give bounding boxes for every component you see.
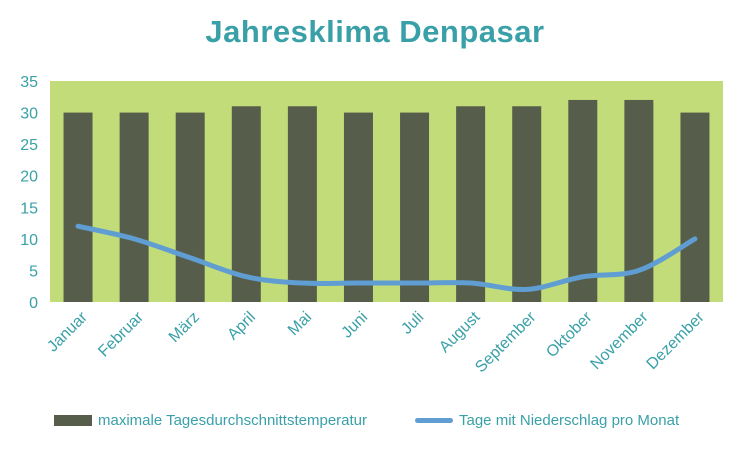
- bar-mai: [287, 106, 317, 302]
- legend-label-bars: maximale Tagesdurchschnittstemperatur: [98, 412, 368, 429]
- x-tick-label: Juni: [339, 309, 372, 342]
- y-axis-ticks: 0 5 10 15 20 25 30 35: [20, 74, 38, 312]
- y-tick-label: 5: [29, 263, 38, 280]
- line-point-märz: [189, 257, 191, 259]
- legend-swatch-line: [415, 418, 453, 423]
- y-tick-label: 20: [20, 169, 38, 186]
- legend-label-line: Tage mit Niederschlag pro Monat: [459, 412, 680, 429]
- bar-august: [456, 106, 486, 302]
- bar-juni: [343, 112, 373, 302]
- x-tick-label: April: [224, 309, 259, 344]
- precipitation-days-line: [75, 223, 698, 292]
- y-tick-label: 15: [20, 200, 38, 217]
- line-point-oktober: [582, 276, 584, 278]
- line-point-august: [470, 282, 472, 284]
- line-point-mai: [301, 282, 303, 284]
- legend-swatch-bar: [54, 415, 92, 426]
- legend-item-line: Tage mit Niederschlag pro Monat: [415, 412, 679, 429]
- bar-januar: [63, 112, 93, 302]
- x-tick-label: Mai: [285, 309, 315, 339]
- x-tick-label: Januar: [44, 308, 91, 355]
- x-tick-label: Dezember: [644, 308, 709, 373]
- line-point-juni: [357, 282, 359, 284]
- legend-item-bars: maximale Tagesdurchschnittstemperatur: [54, 412, 367, 429]
- bar-september: [512, 106, 542, 302]
- line-point-september: [526, 288, 528, 290]
- y-tick-label: 30: [20, 106, 38, 123]
- bar-märz: [175, 112, 205, 302]
- line-point-april: [245, 276, 247, 278]
- x-tick-label: Februar: [95, 308, 147, 360]
- line-point-dezember: [694, 238, 696, 240]
- x-tick-label: Oktober: [543, 308, 596, 361]
- x-tick-label: März: [166, 309, 203, 346]
- x-tick-label: September: [472, 308, 540, 376]
- line-point-februar: [133, 238, 135, 240]
- chart-title: Jahresklima Denpasar: [205, 14, 545, 49]
- x-axis-ticks: Januar Februar März April Mai Juni Juli AugustS…: [44, 308, 708, 376]
- line-point-januar: [77, 225, 79, 227]
- y-tick-label: 0: [29, 295, 38, 312]
- bar-series: [63, 99, 710, 302]
- x-tick-label: Juli: [398, 309, 427, 338]
- bar-oktober: [568, 99, 598, 302]
- line-point-juli: [414, 282, 416, 284]
- y-tick-label: 25: [20, 137, 38, 154]
- bar-februar: [119, 112, 149, 302]
- x-tick-label: August: [436, 308, 484, 356]
- bar-juli: [400, 112, 430, 302]
- bar-dezember: [680, 112, 710, 302]
- y-tick-label: 35: [20, 74, 38, 91]
- bar-april: [231, 106, 261, 302]
- x-tick-label: November: [587, 308, 652, 373]
- line-point-november: [638, 269, 640, 271]
- plot-area-background: [50, 81, 723, 302]
- y-tick-label: 10: [20, 232, 38, 249]
- line-series: [75, 223, 698, 292]
- legend: maximale Tagesdurchschnittstemperatur Ta…: [0, 412, 750, 434]
